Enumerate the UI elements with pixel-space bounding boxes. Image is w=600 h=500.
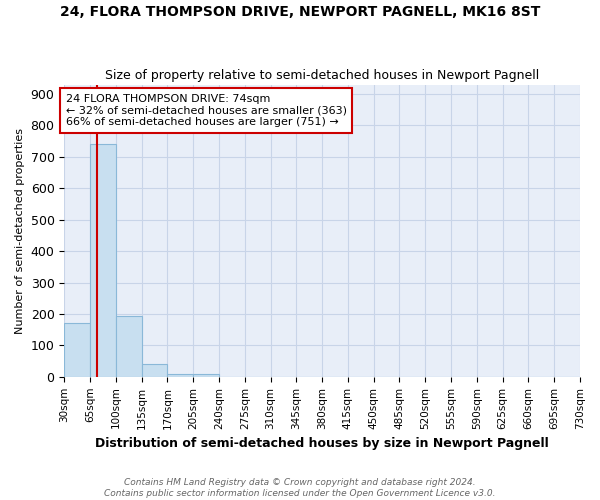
Bar (142, 364, 167, 377)
X-axis label: Distribution of semi-detached houses by size in Newport Pagnell: Distribution of semi-detached houses by … (95, 437, 549, 450)
Bar (167, 374, 193, 377)
Text: 24, FLORA THOMPSON DRIVE, NEWPORT PAGNELL, MK16 8ST: 24, FLORA THOMPSON DRIVE, NEWPORT PAGNEL… (60, 5, 540, 19)
Text: Contains HM Land Registry data © Crown copyright and database right 2024.
Contai: Contains HM Land Registry data © Crown c… (104, 478, 496, 498)
Y-axis label: Number of semi-detached properties: Number of semi-detached properties (15, 128, 25, 334)
Bar (64, 324, 90, 377)
Text: 24 FLORA THOMPSON DRIVE: 74sqm
← 32% of semi-detached houses are smaller (363)
6: 24 FLORA THOMPSON DRIVE: 74sqm ← 32% of … (66, 94, 347, 127)
Bar (193, 374, 219, 377)
Bar (90, 144, 116, 377)
Bar (116, 316, 142, 377)
Title: Size of property relative to semi-detached houses in Newport Pagnell: Size of property relative to semi-detach… (105, 69, 539, 82)
